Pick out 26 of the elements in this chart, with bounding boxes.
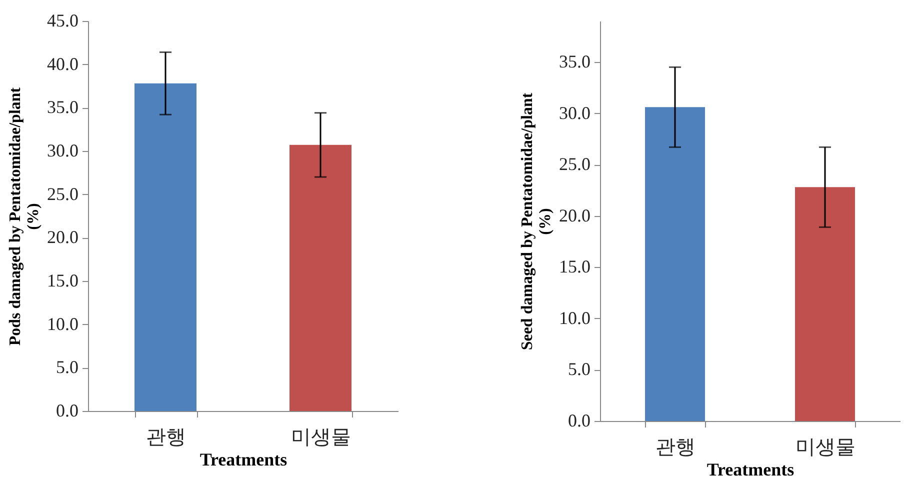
x-tick-label: 관행 bbox=[146, 424, 186, 448]
y-tick-label: 0.0 bbox=[568, 410, 590, 430]
x-axis-title: Treatments bbox=[706, 460, 794, 480]
y-tick-label: 45.0 bbox=[47, 10, 78, 30]
y-tick-label: 20.0 bbox=[559, 205, 590, 226]
y-tick-label: 0.0 bbox=[56, 400, 78, 420]
y-axis-title: Pods damaged by Pentatomidae/plant (%) bbox=[7, 86, 42, 346]
y-tick-label: 15.0 bbox=[559, 256, 590, 277]
y-tick-label: 15.0 bbox=[47, 270, 78, 290]
y-tick-label: 5.0 bbox=[568, 359, 590, 380]
y-tick-label: 10.0 bbox=[559, 308, 590, 328]
x-tick-label: 관행 bbox=[656, 434, 696, 458]
y-axis-title: Seed damaged by Pentatomidae/plant (%) bbox=[519, 92, 554, 350]
y-tick-label: 20.0 bbox=[47, 227, 78, 248]
y-tick-label: 25.0 bbox=[47, 184, 78, 204]
y-tick-label: 25.0 bbox=[559, 154, 590, 174]
y-tick-label: 30.0 bbox=[559, 102, 590, 123]
y-tick-label: 30.0 bbox=[47, 140, 78, 160]
y-tick-label: 5.0 bbox=[56, 357, 78, 378]
y-tick-label: 10.0 bbox=[47, 314, 78, 334]
x-tick-label: 미생물 bbox=[291, 424, 351, 448]
x-tick-label: 미생물 bbox=[796, 434, 856, 458]
x-axis-title: Treatments bbox=[200, 450, 288, 470]
y-tick-label: 40.0 bbox=[47, 54, 78, 74]
y-tick-label: 35.0 bbox=[47, 97, 78, 118]
y-tick-label: 35.0 bbox=[559, 52, 590, 72]
